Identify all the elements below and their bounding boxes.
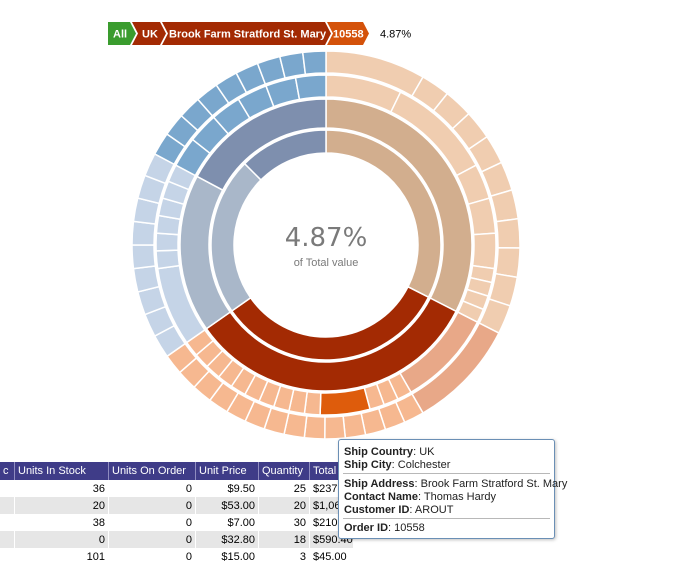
column-header[interactable]: Quantity (258, 462, 310, 480)
breadcrumb-all-shape[interactable] (108, 22, 136, 45)
table-cell: 20 (14, 497, 109, 514)
breadcrumb-order-shape[interactable] (327, 22, 369, 45)
ring4-segment[interactable] (342, 412, 367, 439)
tooltip-contact: Contact Name: Thomas Hardy (344, 491, 497, 503)
ring4-segment[interactable] (278, 51, 307, 79)
table-row[interactable]: 36 0 $9.50 25 $237. (0, 480, 354, 497)
tooltip-country-value: UK (419, 446, 435, 458)
order-details-grid: c Units In Stock Units On Order Unit Pri… (0, 462, 354, 565)
table-cell (0, 497, 15, 514)
tooltip-order-value: 10558 (394, 522, 425, 534)
breadcrumb-address-label: Brook Farm Stratford St. Mary (169, 29, 327, 41)
table-cell: 30 (258, 514, 310, 531)
tooltip-divider (343, 473, 550, 474)
breadcrumb: All UK Brook Farm Stratford St. Mary 105… (108, 22, 438, 45)
table-cell: 25 (258, 480, 310, 497)
table-cell (0, 480, 15, 497)
tooltip-address-label: Ship Address (344, 478, 415, 490)
breadcrumb-uk-label: UK (142, 29, 158, 41)
tooltip-contact-label: Contact Name (344, 491, 418, 503)
tooltip-country-label: Ship Country (344, 446, 414, 458)
ring4-segment[interactable] (495, 217, 521, 249)
ring4-segment[interactable] (132, 265, 161, 293)
table-cell: $9.50 (195, 480, 259, 497)
breadcrumb-percent: 4.87% (380, 29, 411, 41)
ring4-segment[interactable] (494, 246, 521, 279)
ring3-segment[interactable] (294, 74, 327, 101)
breadcrumb-uk[interactable]: UK (132, 22, 166, 45)
table-cell: 38 (14, 514, 109, 531)
column-header[interactable]: Unit Price (195, 462, 259, 480)
table-cell: 0 (108, 548, 196, 565)
tooltip-customer-value: AROUT (414, 504, 454, 516)
breadcrumb-order[interactable]: 10558 (327, 22, 369, 45)
table-cell: 36 (14, 480, 109, 497)
ring4-segment[interactable] (489, 188, 520, 223)
table-cell: $45.00 (309, 548, 354, 565)
breadcrumb-address[interactable]: Brook Farm Stratford St. Mary (162, 22, 331, 45)
breadcrumb-all-label: All (113, 29, 127, 41)
ring3-segment[interactable] (467, 197, 497, 236)
tooltip-city-value: Colchester (397, 459, 451, 471)
tooltip-customer: Customer ID: AROUT (344, 504, 454, 516)
breadcrumb-order-label: 10558 (333, 29, 364, 41)
breadcrumb-all[interactable]: All (108, 22, 136, 45)
table-cell (0, 514, 15, 531)
column-header[interactable]: Units On Order (108, 462, 196, 480)
table-cell (0, 531, 15, 548)
tooltip-address-value: Brook Farm Stratford St. Mary (420, 478, 568, 490)
tooltip-customer-label: Customer ID (344, 504, 410, 516)
ring2-segment[interactable] (196, 98, 327, 192)
ring1-segment[interactable] (243, 129, 327, 182)
table-cell: $53.00 (195, 497, 259, 514)
segment-tooltip: Ship Country: UK Ship City: Colchester S… (338, 439, 567, 539)
table-row[interactable]: 20 0 $53.00 20 $1,060. (0, 497, 354, 514)
ring4-segment[interactable] (131, 220, 157, 246)
table-cell: 0 (108, 514, 196, 531)
table-cell: 0 (108, 497, 196, 514)
table-row[interactable]: 0 0 $32.80 18 $590.40 (0, 531, 354, 548)
tooltip-city-label: Ship City (344, 459, 392, 471)
tooltip-contact-value: Thomas Hardy (423, 491, 497, 503)
tooltip-country: Ship Country: UK (344, 446, 435, 458)
ring3-segment[interactable] (155, 232, 180, 252)
ring3-segment[interactable] (155, 249, 181, 270)
center-label: of Total value (294, 257, 359, 269)
tooltip-city: Ship City: Colchester (344, 459, 451, 471)
breadcrumb-uk-shape[interactable] (132, 22, 166, 45)
table-row[interactable]: 101 0 $15.00 3 $45.00 (0, 548, 354, 565)
table-cell: $15.00 (195, 548, 259, 565)
tooltip-order-label: Order ID (344, 522, 389, 534)
table-cell: 0 (14, 531, 109, 548)
table-row[interactable]: 38 0 $7.00 30 $210. (0, 514, 354, 531)
tooltip-order: Order ID: 10558 (344, 522, 425, 534)
ring3-segment[interactable] (471, 232, 497, 270)
table-cell: 18 (258, 531, 310, 548)
table-cell (0, 548, 15, 565)
grid-header-row: c Units In Stock Units On Order Unit Pri… (0, 462, 354, 480)
ring4-segment[interactable] (301, 50, 327, 76)
table-cell: $32.80 (195, 531, 259, 548)
ring4-segment[interactable] (131, 244, 157, 270)
table-cell: 20 (258, 497, 310, 514)
table-cell: 3 (258, 548, 310, 565)
table-cell: 0 (108, 480, 196, 497)
ring4-segment[interactable] (324, 415, 347, 440)
center-value: 4.87% (285, 223, 368, 253)
tooltip-divider (343, 518, 550, 519)
table-cell: 101 (14, 548, 109, 565)
column-header[interactable]: Units In Stock (14, 462, 109, 480)
ring3-segment[interactable] (319, 387, 371, 416)
breadcrumb-address-shape[interactable] (162, 22, 331, 45)
table-cell: 0 (108, 531, 196, 548)
table-cell: $7.00 (195, 514, 259, 531)
tooltip-address: Ship Address: Brook Farm Stratford St. M… (344, 478, 568, 490)
ring4-segment[interactable] (303, 415, 326, 440)
column-header[interactable]: c (0, 462, 15, 480)
